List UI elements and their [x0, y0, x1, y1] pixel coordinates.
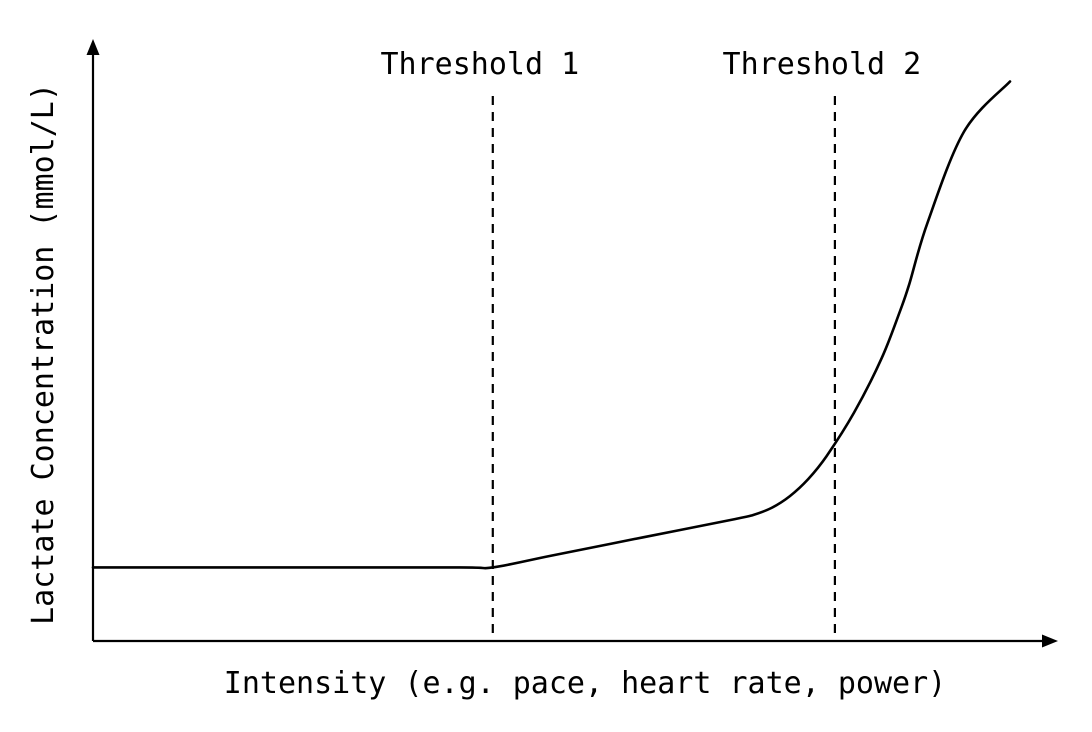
threshold-label-2: Threshold 2 — [723, 47, 922, 82]
threshold-markers: Threshold 1 Threshold 2 — [380, 47, 921, 641]
threshold-label-1: Threshold 1 — [380, 47, 579, 82]
x-axis-arrow-icon — [1042, 634, 1058, 648]
plot-area: Threshold 1 Threshold 2 — [86, 39, 1058, 648]
lactate-curve — [91, 80, 1012, 570]
y-axis-arrow-icon — [86, 39, 100, 55]
y-axis-label: Lactate Concentration (mmol/L) — [26, 83, 61, 625]
x-axis-label: Intensity (e.g. pace, heart rate, power) — [224, 666, 946, 701]
